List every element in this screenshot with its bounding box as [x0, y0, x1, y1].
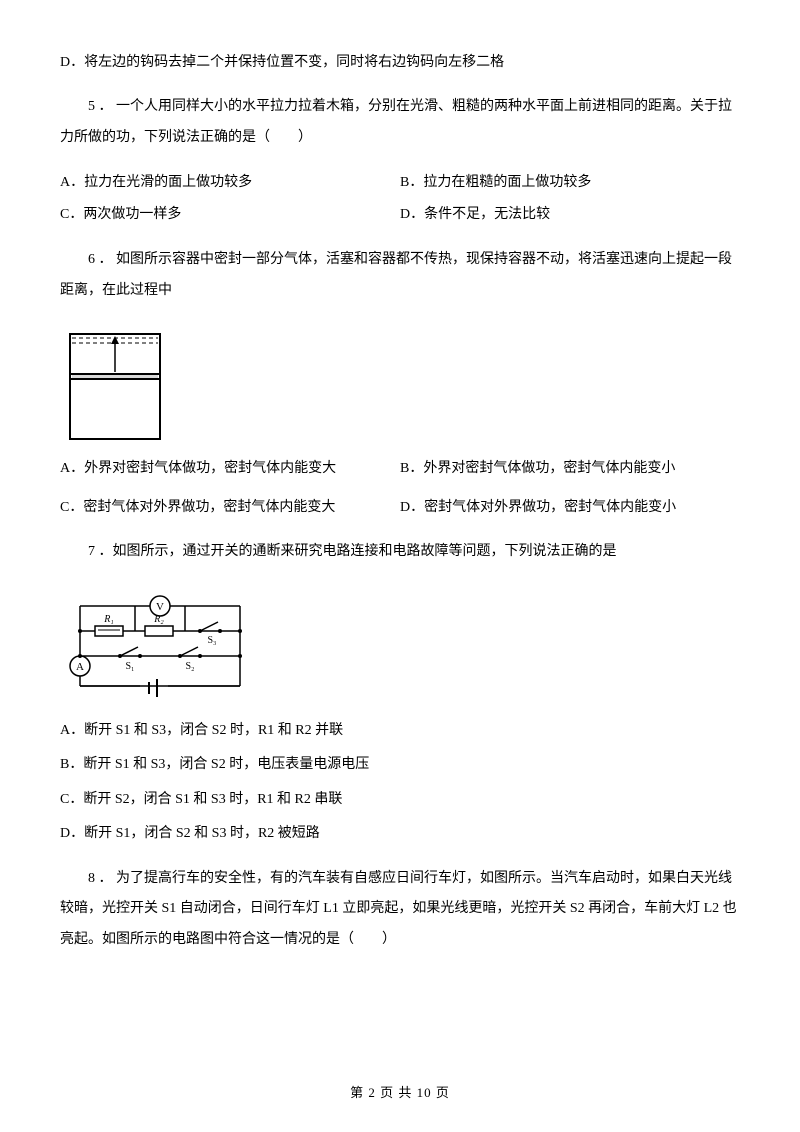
q6-option-a: A．外界对密封气体做功，密封气体内能变大 — [60, 458, 400, 480]
q7-optA-text: A．断开 S1 和 S3，闭合 S2 时，R1 和 R2 并联 — [60, 723, 343, 738]
q6-optA-text: A．外界对密封气体做功，密封气体内能变大 — [60, 461, 336, 476]
q5-row1: A．拉力在光滑的面上做功较多 B．拉力在粗糙的面上做功较多 — [60, 172, 740, 194]
q7-intro-text: 7 ．如图所示，通过开关的通断来研究电路连接和电路故障等问题，下列说法正确的是 — [88, 544, 617, 559]
q7-option-b: B．断开 S1 和 S3，闭合 S2 时，电压表量电源电压 — [60, 754, 740, 776]
q6-optB-text: B．外界对密封气体做功，密封气体内能变小 — [400, 461, 675, 476]
page-footer: 第 2 页 共 10 页 — [0, 1083, 800, 1104]
q6-intro: 6 ． 如图所示容器中密封一部分气体，活塞和容器都不传热，现保持容器不动，将活塞… — [60, 245, 740, 307]
q7-option-a: A．断开 S1 和 S3，闭合 S2 时，R1 和 R2 并联 — [60, 720, 740, 742]
s1-label: S₁ — [125, 661, 134, 672]
q6-figure — [60, 324, 740, 444]
ammeter-label: A — [76, 661, 84, 673]
q6-option-c: C．密封气体对外界做功，密封气体内能变大 — [60, 497, 400, 519]
q5-optA-text: A．拉力在光滑的面上做功较多 — [60, 175, 252, 190]
q5-intro: 5 ． 一个人用同样大小的水平拉力拉着木箱，分别在光滑、粗糙的两种水平面上前进相… — [60, 92, 740, 154]
q6-intro-text: 6 ． 如图所示容器中密封一部分气体，活塞和容器都不传热，现保持容器不动，将活塞… — [60, 252, 732, 298]
q7-optC-text: C．断开 S2，闭合 S1 和 S3 时，R1 和 R2 串联 — [60, 792, 342, 807]
q7-figure: V A R₁ R₂ S₃ S₁ S₂ — [60, 586, 740, 706]
q6-row2: C．密封气体对外界做功，密封气体内能变大 D．密封气体对外界做功，密封气体内能变… — [60, 497, 740, 519]
q6-optD-text: D．密封气体对外界做功，密封气体内能变小 — [400, 500, 676, 515]
voltmeter-label: V — [156, 601, 164, 613]
q5-option-b: B．拉力在粗糙的面上做功较多 — [400, 172, 740, 194]
q7-optD-text: D．断开 S1，闭合 S2 和 S3 时，R2 被短路 — [60, 826, 320, 841]
q8-intro: 8 ． 为了提高行车的安全性，有的汽车装有自感应日间行车灯，如图所示。当汽车启动… — [60, 864, 740, 956]
q7-option-d: D．断开 S1，闭合 S2 和 S3 时，R2 被短路 — [60, 823, 740, 845]
q6-optC-text: C．密封气体对外界做功，密封气体内能变大 — [60, 500, 335, 515]
q7-intro: 7 ．如图所示，通过开关的通断来研究电路连接和电路故障等问题，下列说法正确的是 — [60, 537, 740, 568]
q7-option-c: C．断开 S2，闭合 S1 和 S3 时，R1 和 R2 串联 — [60, 789, 740, 811]
q5-row2: C．两次做功一样多 D．条件不足，无法比较 — [60, 204, 740, 226]
circuit-diagram-icon: V A R₁ R₂ S₃ S₁ S₂ — [60, 586, 260, 706]
q5-option-c: C．两次做功一样多 — [60, 204, 400, 226]
q5-intro-text: 5 ． 一个人用同样大小的水平拉力拉着木箱，分别在光滑、粗糙的两种水平面上前进相… — [60, 99, 732, 145]
q7-optB-text: B．断开 S1 和 S3，闭合 S2 时，电压表量电源电压 — [60, 757, 369, 772]
q5-optD-text: D．条件不足，无法比较 — [400, 207, 550, 222]
q5-optC-text: C．两次做功一样多 — [60, 207, 181, 222]
q4-optD-text: D．将左边的钩码去掉二个并保持位置不变，同时将右边钩码向左移二格 — [60, 55, 504, 70]
piston-container-icon — [60, 324, 170, 444]
q6-option-b: B．外界对密封气体做功，密封气体内能变小 — [400, 458, 740, 480]
s2-label: S₂ — [185, 661, 194, 672]
footer-text: 第 2 页 共 10 页 — [350, 1085, 450, 1100]
q6-option-d: D．密封气体对外界做功，密封气体内能变小 — [400, 497, 740, 519]
q5-option-a: A．拉力在光滑的面上做功较多 — [60, 172, 400, 194]
s3-label: S₃ — [207, 635, 216, 646]
q5-optB-text: B．拉力在粗糙的面上做功较多 — [400, 175, 591, 190]
q5-option-d: D．条件不足，无法比较 — [400, 204, 740, 226]
q8-intro-text: 8 ． 为了提高行车的安全性，有的汽车装有自感应日间行车灯，如图所示。当汽车启动… — [60, 871, 737, 948]
r1-label: R₁ — [103, 614, 114, 625]
q6-row1: A．外界对密封气体做功，密封气体内能变大 B．外界对密封气体做功，密封气体内能变… — [60, 458, 740, 480]
q4-option-d: D．将左边的钩码去掉二个并保持位置不变，同时将右边钩码向左移二格 — [60, 52, 740, 74]
r2-label: R₂ — [153, 614, 164, 625]
